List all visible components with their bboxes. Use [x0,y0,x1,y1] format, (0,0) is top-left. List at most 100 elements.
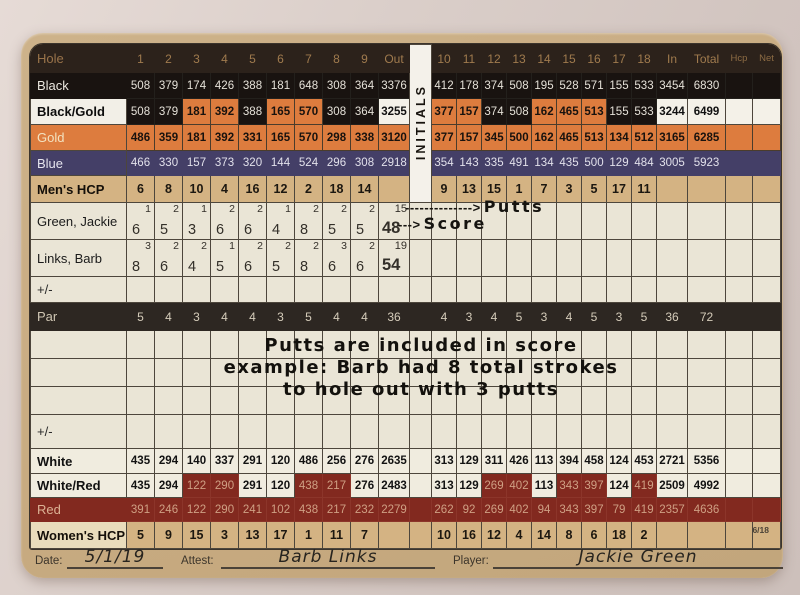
grid-cell: 491 [506,150,532,176]
grid-cell: 331 [238,124,267,151]
grid-cell [752,448,781,474]
grid-cell [322,276,351,303]
grid-cell [656,175,688,203]
grid-cell: 7 [350,521,379,549]
grid-cell: 3 [182,44,211,73]
grid-cell: 16 [238,175,267,203]
grid-cell [556,276,582,303]
grid-cell: 6 [126,175,155,203]
grid-cell: 3454 [656,72,688,99]
grid-cell [238,276,267,303]
grid-cell [378,414,410,449]
grid-cell: 12 [481,521,507,549]
grid-cell: 122 [182,473,211,498]
grid-cell: 10 [431,521,457,549]
grid-cell: 9 [431,175,457,203]
putts-value: 2 [173,203,179,216]
grid-cell [687,239,726,277]
grid-cell [752,72,781,99]
grid-cell [294,386,323,415]
putts-arrow-dashes: --------------> [405,200,481,215]
grid-cell [606,386,632,415]
putts-value: 1 [145,203,151,216]
grid-cell [725,150,753,176]
grid-cell: 8 [322,44,351,73]
grid-cell: 402 [506,473,532,498]
grid-cell [409,414,432,449]
grid-cell [631,414,657,449]
grid-cell [687,276,726,303]
grid-cell [266,386,295,415]
initials-strip: INITIALS [409,44,432,203]
grid-cell: 102 [266,497,295,522]
grid-cell: 290 [210,497,239,522]
grid-cell: 217 [322,497,351,522]
grid-cell: 343 [556,473,582,498]
grid-cell [531,386,557,415]
grid-cell [531,414,557,449]
grid-cell [656,276,688,303]
grid-cell: 419 [631,497,657,522]
grid-cell [481,414,507,449]
grid-cell: 16 [581,44,607,73]
grid-cell [431,239,457,277]
grid-cell: 294 [154,473,183,498]
grid-cell: 3376 [378,72,410,99]
row-label-gold: Gold [30,124,127,151]
grid-cell: 217 [322,473,351,498]
grid-cell: 508 [126,98,155,125]
grid-cell: 311 [481,448,507,474]
grid-cell: 3244 [656,98,688,125]
score-arrow-dashes: ---> [398,217,421,232]
grid-cell: 129 [456,473,482,498]
grid-cell: 10 [182,175,211,203]
grid-cell: 373 [210,150,239,176]
grid-cell [409,521,432,549]
grid-cell [238,330,267,359]
grid-cell [456,239,482,277]
grid-cell: 3 [456,302,482,331]
grid-cell [126,330,155,359]
grid-cell: 15 [556,44,582,73]
grid-cell [294,276,323,303]
grid-cell: 6830 [687,72,726,99]
grid-cell: Hcp [725,44,753,73]
grid-cell: 9 [350,44,379,73]
row-label-blank-1 [30,330,127,359]
grid-cell: 165 [266,98,295,125]
grid-cell [725,414,753,449]
grid-cell: 1 [506,175,532,203]
row-label-red: Red [30,497,127,522]
grid-cell: 2721 [656,448,688,474]
grid-cell [350,386,379,415]
grid-cell: 4992 [687,473,726,498]
grid-cell [294,330,323,359]
stroke-value: 3 [188,222,197,238]
row-label-par: Par [30,302,127,331]
putts-value: 1 [229,240,235,253]
grid-cell: 16 [456,521,482,549]
score-arrow-label: Score [423,214,487,233]
putts-arrow-label: Putts [483,197,545,216]
putts-note-line2: example: Barb had 8 total strokes [223,357,619,378]
grid-cell: 533 [631,72,657,99]
putts-value: 2 [201,240,207,253]
putts-note-line1: Putts are included in score [264,335,578,356]
grid-cell [126,276,155,303]
grid-cell [687,175,726,203]
grid-cell: 18 [606,521,632,549]
table-row-white: White 435 294 140 337 291 120 486 256 276 2635 313 1… [30,448,781,474]
grid-cell [350,276,379,303]
grid-cell: 4 [431,302,457,331]
grid-cell [431,202,457,240]
grid-cell: 140 [182,448,211,474]
grid-cell: 162 [531,124,557,151]
grid-cell [294,358,323,387]
grid-cell [409,276,432,303]
score-cell: 19 54 [378,239,410,277]
grid-cell: 6 [266,44,295,73]
grid-cell: 291 [238,473,267,498]
grid-cell: 3 [556,175,582,203]
